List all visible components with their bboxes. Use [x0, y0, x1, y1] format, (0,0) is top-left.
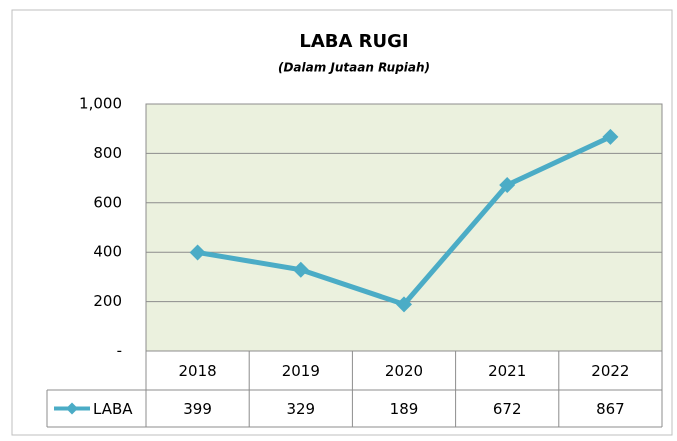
chart-subtitle: (Dalam Jutaan Rupiah) [278, 61, 430, 75]
y-tick-label: 400 [93, 243, 122, 261]
plot-area [145, 103, 663, 352]
legend-label: LABA [93, 400, 133, 418]
data-point [499, 177, 516, 194]
table-value: 672 [493, 400, 522, 418]
x-tick-label: 2020 [385, 362, 423, 380]
data-point [292, 261, 309, 278]
data-point [189, 244, 206, 261]
x-tick-label: 2021 [488, 362, 526, 380]
x-tick-label: 2018 [179, 362, 217, 380]
y-tick-label: 800 [93, 144, 122, 162]
chart-title: LABA RUGI [299, 31, 408, 52]
y-tick-label: 1,000 [79, 95, 122, 113]
legend-marker [66, 402, 78, 415]
data-point [396, 296, 412, 313]
table-value: 189 [390, 400, 419, 418]
table-value: 329 [286, 400, 315, 418]
y-tick-label: - [117, 342, 122, 360]
table-value: 399 [183, 400, 212, 418]
y-tick-label: 600 [93, 193, 122, 211]
x-tick-label: 2019 [282, 362, 320, 380]
data-point [602, 128, 619, 145]
x-tick-label: 2022 [591, 362, 629, 380]
y-tick-label: 200 [93, 292, 122, 310]
table-value: 867 [596, 400, 625, 418]
